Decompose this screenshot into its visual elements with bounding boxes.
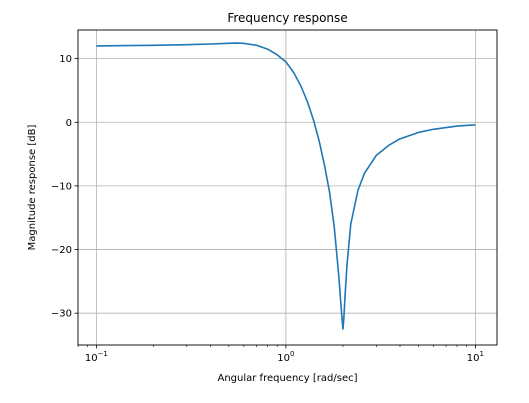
y-tick-label: 0 (66, 118, 72, 129)
grid-lines (78, 30, 497, 345)
x-tick-label: 100 (277, 350, 294, 364)
x-tick-exponent: −1 (98, 350, 108, 358)
x-tick-base: 10 (277, 353, 290, 364)
x-tick-exponent: 1 (480, 350, 484, 358)
y-axis-ticks: 10 0 −10 −20 −30 (51, 54, 78, 320)
y-tick-label: 10 (59, 54, 72, 65)
x-axis-ticks: 10−1 100 101 (77, 345, 484, 364)
y-tick-label: −10 (51, 181, 72, 192)
x-tick-exponent: 0 (290, 350, 294, 358)
chart-title: Frequency response (227, 11, 347, 25)
x-tick-label: 10−1 (85, 350, 108, 364)
series-line (96, 42, 476, 330)
x-tick-label: 101 (467, 350, 484, 364)
y-tick-label: −20 (51, 245, 72, 256)
y-axis-label: Magnitude response [dB] (27, 125, 38, 251)
plot-frame (77, 29, 498, 346)
y-tick-label: −30 (51, 309, 72, 320)
x-tick-base: 10 (85, 353, 98, 364)
x-tick-base: 10 (467, 353, 480, 364)
series-lines (96, 42, 476, 330)
x-axis-label: Angular frequency [rad/sec] (217, 373, 357, 384)
